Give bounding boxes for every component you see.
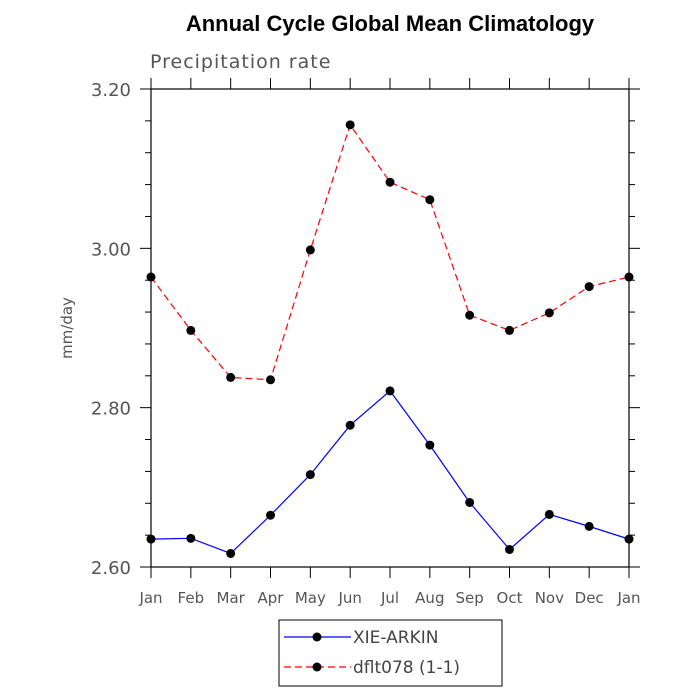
x-tick-label: Sep bbox=[456, 589, 484, 607]
series-1-point bbox=[505, 544, 514, 554]
x-tick-label: Jun bbox=[337, 589, 361, 607]
y-tick-label: 2.60 bbox=[91, 558, 131, 579]
series-2-point bbox=[385, 177, 395, 187]
series-2-point bbox=[186, 325, 196, 335]
x-tick-label: Jul bbox=[380, 589, 399, 607]
series-1-point bbox=[266, 510, 275, 520]
series-1-point bbox=[345, 420, 355, 430]
x-tick-label: Apr bbox=[258, 589, 285, 607]
series-2-point bbox=[266, 375, 275, 385]
series-1-point bbox=[544, 509, 554, 519]
x-tick-label: Oct bbox=[497, 589, 523, 607]
y-tick-label: 3.20 bbox=[91, 80, 131, 101]
x-tick-label: May bbox=[295, 589, 326, 607]
series-1-point bbox=[186, 533, 196, 543]
plot-area: 2.60 2.80 3.00 3.20 Jan Feb Mar Apr May Jun Jul Aug… bbox=[91, 78, 641, 607]
legend-marker-2 bbox=[312, 662, 322, 672]
series-1-point bbox=[226, 548, 236, 558]
x-tick-label: Jan bbox=[616, 589, 640, 607]
legend-box bbox=[278, 619, 503, 687]
x-tick-label: Dec bbox=[575, 589, 604, 607]
series-line-2 bbox=[150, 123, 630, 381]
x-tick-label: Nov bbox=[535, 589, 564, 607]
series-2-point bbox=[146, 272, 156, 282]
y-tick-label: 3.00 bbox=[91, 239, 131, 260]
series-2-point bbox=[425, 195, 435, 205]
series-2-point bbox=[584, 282, 594, 292]
series-2-point bbox=[305, 245, 315, 255]
series-1-point bbox=[624, 534, 634, 544]
series-2-point bbox=[505, 325, 514, 335]
y-tick-label: 2.80 bbox=[91, 399, 131, 420]
x-tick-label: Jan bbox=[138, 589, 162, 607]
series-1-point bbox=[146, 534, 156, 544]
series-line-1 bbox=[150, 390, 630, 555]
x-tick-label: Aug bbox=[415, 589, 444, 607]
series-2-point bbox=[226, 372, 236, 382]
chart-title: Annual Cycle Global Mean Climatology bbox=[186, 11, 595, 36]
plot-frame bbox=[150, 88, 630, 568]
series-1-point bbox=[305, 470, 315, 480]
legend: XIE-ARKIN dflt078 (1-1) bbox=[278, 619, 503, 687]
series-1-point bbox=[584, 521, 594, 531]
series-2-point bbox=[345, 120, 355, 130]
series-1-point bbox=[385, 386, 395, 396]
chart-subtitle: Precipitation rate bbox=[150, 51, 331, 73]
x-tick-label: Mar bbox=[217, 589, 246, 607]
series-1-point bbox=[425, 440, 435, 450]
series-2-point bbox=[544, 308, 554, 318]
y-axis-label: mm/day bbox=[58, 297, 76, 359]
x-tick-label: Feb bbox=[178, 589, 205, 607]
legend-label-2: dflt078 (1-1) bbox=[353, 658, 460, 678]
series-1-point bbox=[465, 497, 475, 507]
series-2-point bbox=[624, 272, 634, 282]
series-2-point bbox=[465, 310, 475, 320]
legend-marker-1 bbox=[312, 632, 322, 642]
legend-label-1: XIE-ARKIN bbox=[353, 628, 438, 648]
